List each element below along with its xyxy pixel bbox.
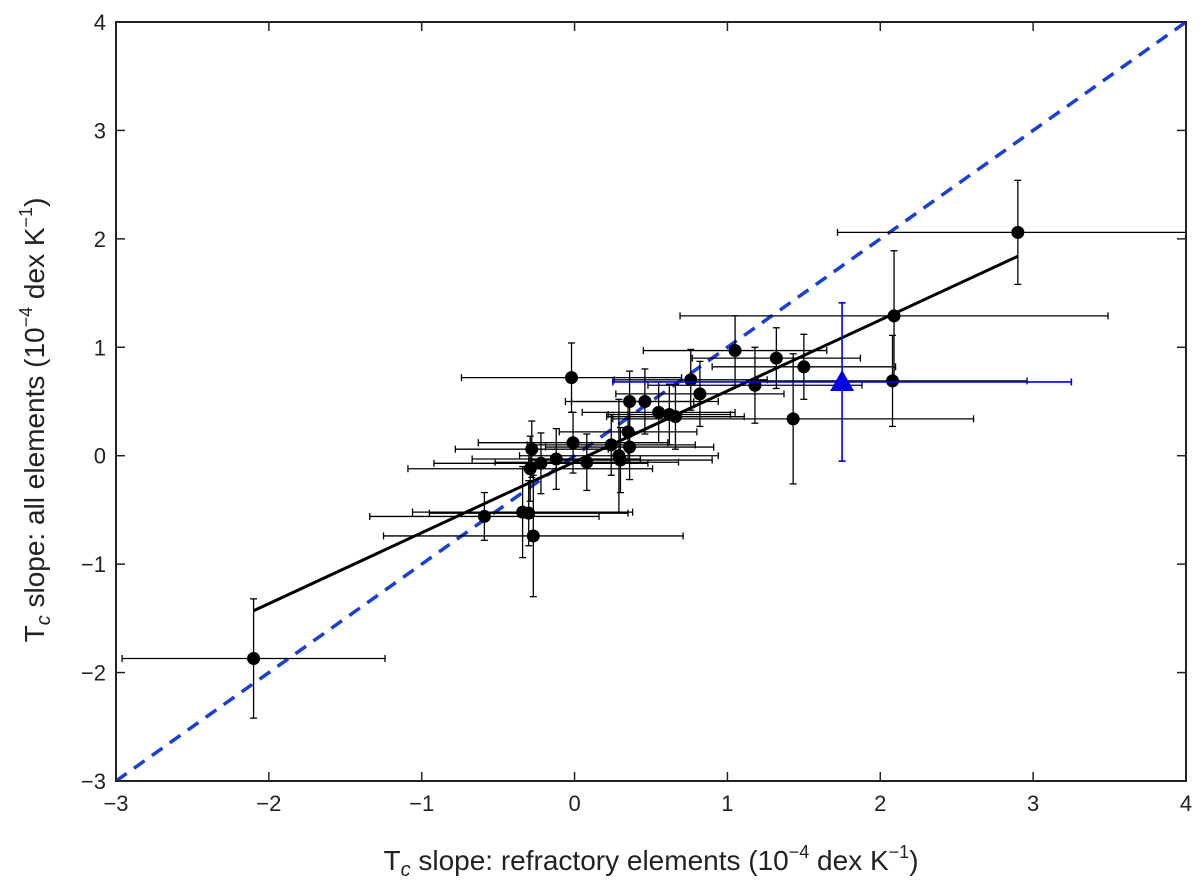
data-point [471, 427, 641, 490]
plot-area [116, 22, 1186, 781]
data-point [836, 179, 1186, 286]
x-axis-label-exponent: −4 [789, 842, 810, 862]
x-tick-label: 0 [568, 791, 580, 816]
axis-ticks: −3 −2 −1 0 1 2 3 4 −3 −2 −1 0 1 2 3 4 [81, 10, 1192, 816]
highlighted-series [611, 302, 1073, 462]
x-axis-label-suffix: ) [909, 845, 918, 876]
data-point [642, 315, 828, 386]
data-point [711, 333, 897, 400]
data-point [433, 432, 649, 495]
y-axis-label-prefix: T [19, 625, 50, 642]
circle-marker [684, 373, 698, 387]
plot-frame [115, 21, 1187, 782]
circle-marker [247, 651, 261, 665]
circle-marker [522, 506, 536, 520]
circle-marker [565, 371, 579, 385]
star-series [121, 179, 1186, 719]
x-tick-label: 3 [1027, 791, 1039, 816]
data-point [757, 334, 1028, 428]
circle-marker [1011, 225, 1025, 239]
circle-marker [748, 378, 762, 392]
y-tick-label: −3 [81, 769, 106, 794]
circle-marker [728, 344, 742, 358]
y-tick-label: −2 [81, 661, 106, 686]
circle-marker [526, 529, 540, 543]
data-point [613, 348, 768, 411]
y-tick-label: −1 [81, 552, 106, 577]
data-point [679, 250, 1109, 382]
linear-fit-line [252, 254, 1019, 613]
circle-marker [693, 387, 707, 401]
x-tick-label: −2 [256, 791, 281, 816]
highlighted-point [611, 302, 1073, 462]
y-axis-label-exponent: −4 [16, 307, 36, 328]
triangle-marker [830, 369, 855, 391]
circle-marker [525, 442, 539, 456]
circle-marker [580, 455, 594, 469]
y-axis-label-suffix: ) [19, 198, 50, 207]
x-tick-label: −1 [409, 791, 434, 816]
y-axis-label-unit-exponent: −1 [16, 207, 36, 228]
y-axis-label-subscript: c [33, 615, 55, 625]
data-point [382, 474, 684, 598]
x-tick-label: 4 [1180, 791, 1192, 816]
x-tick-label: 2 [874, 791, 886, 816]
data-point [369, 491, 600, 541]
x-axis-label-unit-exponent: −1 [889, 842, 910, 862]
x-tick-label: −3 [103, 791, 128, 816]
y-tick-label: 3 [94, 118, 106, 143]
y-axis-label-unit: dex K [19, 227, 50, 307]
circle-marker [786, 412, 800, 426]
y-tick-label: 4 [94, 10, 106, 35]
circle-marker [534, 456, 548, 470]
circle-marker [623, 440, 637, 454]
data-point [526, 413, 696, 476]
circle-marker [797, 360, 811, 374]
data-point [691, 327, 862, 390]
circle-marker [769, 351, 783, 365]
x-axis-label: Tc slope: refractory elements (10−4 dex … [383, 842, 918, 881]
x-axis-label-middle: slope: refractory elements (10 [411, 845, 789, 876]
data-point [544, 413, 715, 481]
data-point [615, 360, 785, 428]
circle-marker [887, 309, 901, 323]
x-axis-label-unit: dex K [809, 845, 889, 876]
circle-marker [652, 405, 666, 419]
data-point [477, 411, 669, 474]
circle-marker [613, 453, 627, 467]
circle-marker [662, 408, 676, 422]
circle-marker [566, 436, 580, 450]
circle-marker [886, 374, 900, 388]
x-tick-label: 1 [721, 791, 733, 816]
y-tick-label: 0 [94, 444, 106, 469]
circle-marker [523, 462, 537, 476]
y-tick-label: 1 [94, 335, 106, 360]
y-axis-label: Tc slope: all elements (10−4 dex K−1) [16, 198, 55, 643]
x-axis-label-subscript: c [401, 859, 411, 881]
data-point [121, 598, 386, 719]
data-point [407, 435, 654, 502]
plot-marks [116, 22, 1186, 781]
y-tick-label: 2 [94, 227, 106, 252]
circle-marker [621, 425, 635, 439]
y-axis-label-middle: slope: all elements (10 [19, 327, 50, 615]
x-axis-label-prefix: T [383, 845, 400, 876]
